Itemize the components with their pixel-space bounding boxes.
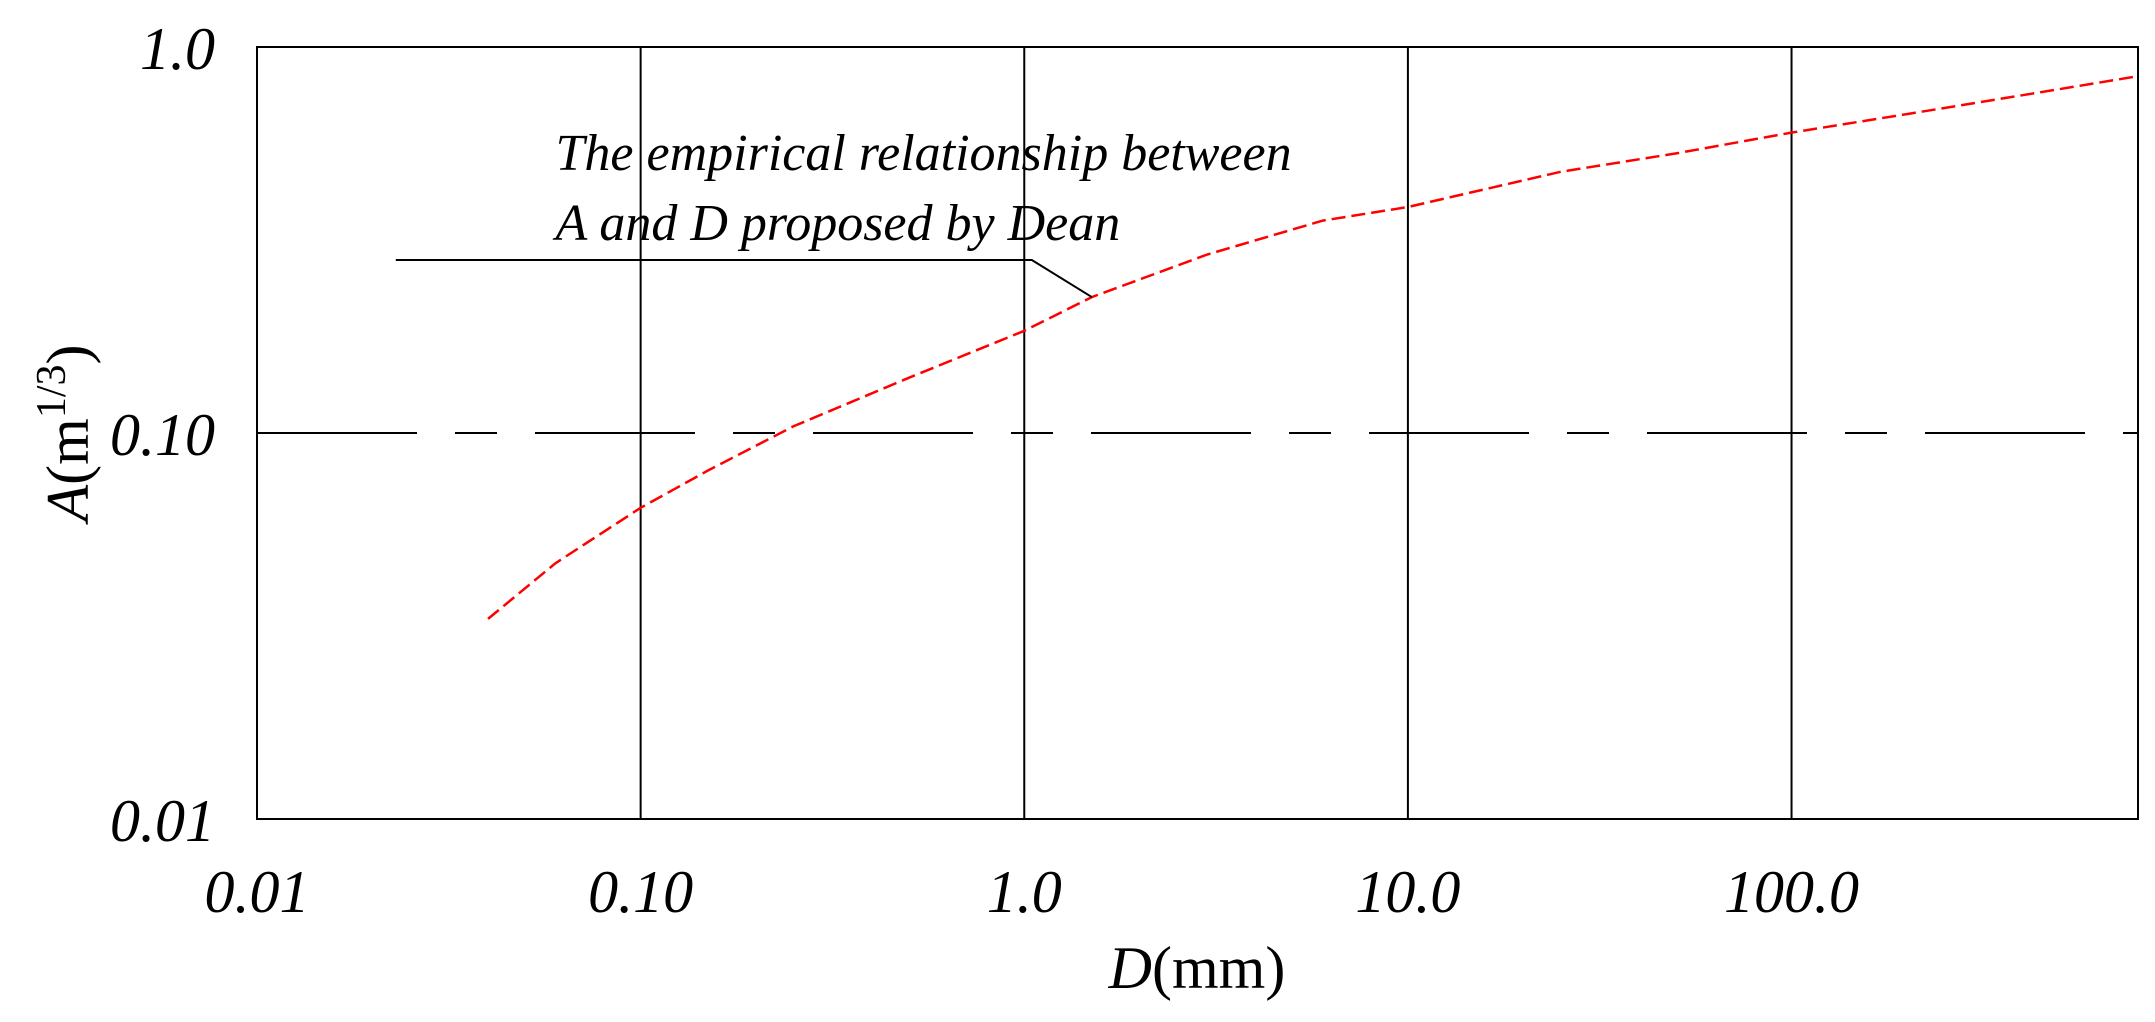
- y-axis-title: A(m1/3): [29, 345, 101, 526]
- y-tick-label: 0.10: [110, 402, 215, 468]
- x-tick-label: 1.0: [987, 859, 1062, 925]
- series-layer: [487, 74, 2139, 620]
- annotation-line: The empirical relationship between: [556, 125, 1292, 182]
- y-tick-label: 1.0: [140, 16, 215, 82]
- grid-lines: [257, 47, 2138, 819]
- x-tick-label: 0.10: [588, 859, 693, 925]
- annotation-layer: The empirical relationship between A and …: [395, 125, 1292, 298]
- x-tick-label: 10.0: [1355, 859, 1460, 925]
- x-axis-title-variable: D: [1108, 935, 1152, 1001]
- y-tick-labels: 0.01 0.10 1.0: [110, 16, 215, 854]
- x-tick-labels: 0.01 0.10 1.0 10.0 100.0: [205, 859, 1860, 925]
- x-axis-title-unit: (mm): [1152, 935, 1285, 1001]
- plot-frame: [256, 46, 2139, 820]
- y-axis-title-close: ): [35, 345, 101, 365]
- x-tick-label: 100.0: [1724, 859, 1859, 925]
- y-tick-label: 0.01: [110, 788, 215, 854]
- annotation-line: A and D proposed by Dean: [553, 195, 1121, 252]
- y-axis-title-exponent: 1/3: [29, 365, 75, 419]
- x-tick-label: 0.01: [205, 859, 310, 925]
- y-axis-title-variable: A: [35, 484, 101, 525]
- y-axis-title-unit: (m: [35, 418, 101, 485]
- annotation-leader-line: [395, 259, 1093, 298]
- series-line: [487, 74, 2139, 620]
- x-axis-title: D(mm): [1108, 935, 1286, 1001]
